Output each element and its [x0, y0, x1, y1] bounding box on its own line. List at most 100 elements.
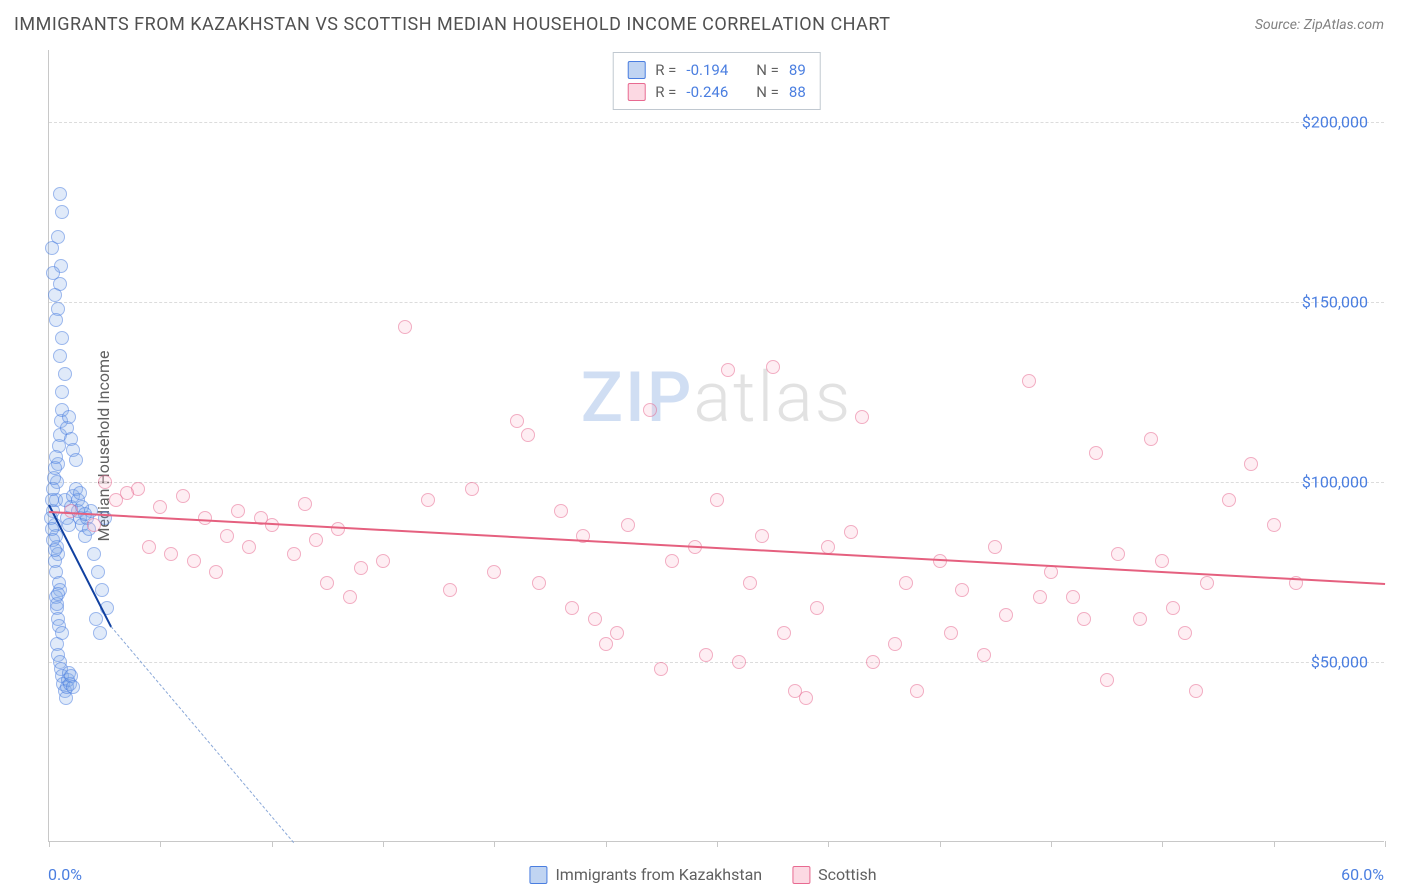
data-point: [588, 612, 602, 626]
data-point: [66, 680, 80, 694]
n-label: N =: [756, 61, 779, 79]
swatch-pink-icon: [792, 866, 810, 884]
data-point: [46, 266, 60, 280]
data-point: [654, 662, 668, 676]
data-point: [53, 187, 67, 201]
data-point: [988, 540, 1002, 554]
x-tick: [383, 841, 384, 847]
data-point: [45, 241, 59, 255]
x-axis-end: 60.0%: [1341, 865, 1384, 884]
x-tick: [828, 841, 829, 847]
data-point: [955, 583, 969, 597]
r-label: R =: [655, 61, 676, 79]
x-tick: [494, 841, 495, 847]
data-point: [64, 504, 78, 518]
data-point: [1200, 576, 1214, 590]
data-point: [866, 655, 880, 669]
legend-label: Immigrants from Kazakhstan: [555, 865, 762, 884]
r-label: R =: [655, 83, 676, 101]
data-point: [48, 288, 62, 302]
data-point: [62, 410, 76, 424]
data-point: [1244, 457, 1258, 471]
correlation-legend: R = -0.194 N = 89 R = -0.246 N = 88: [612, 52, 821, 110]
x-tick: [1385, 841, 1386, 847]
data-point: [153, 500, 167, 514]
n-value: 89: [789, 61, 806, 79]
data-point: [48, 543, 62, 557]
data-point: [732, 655, 746, 669]
n-value: 88: [789, 83, 806, 101]
data-point: [1022, 374, 1036, 388]
data-point: [944, 626, 958, 640]
data-point: [53, 349, 67, 363]
legend-row-scottish: R = -0.246 N = 88: [627, 81, 806, 103]
chart-title: IMMIGRANTS FROM KAZAKHSTAN VS SCOTTISH M…: [14, 14, 891, 35]
data-point: [209, 565, 223, 579]
data-point: [421, 493, 435, 507]
data-point: [1155, 554, 1169, 568]
data-point: [198, 511, 212, 525]
data-point: [710, 493, 724, 507]
data-point: [755, 529, 769, 543]
data-point: [398, 320, 412, 334]
data-point: [69, 453, 83, 467]
data-point: [1133, 612, 1147, 626]
data-point: [51, 587, 65, 601]
data-point: [532, 576, 546, 590]
data-point: [621, 518, 635, 532]
data-point: [95, 583, 109, 597]
x-tick: [1274, 841, 1275, 847]
legend-item-scottish: Scottish: [792, 865, 876, 884]
source-label: Source: ZipAtlas.com: [1255, 17, 1384, 33]
legend-label: Scottish: [818, 865, 876, 884]
gridline: [49, 482, 1384, 483]
data-point: [788, 684, 802, 698]
watermark: ZIPatlas: [581, 357, 853, 439]
data-point: [1033, 590, 1047, 604]
data-point: [49, 450, 63, 464]
data-point: [1111, 547, 1125, 561]
data-point: [1100, 673, 1114, 687]
data-point: [120, 486, 134, 500]
data-point: [521, 428, 535, 442]
data-point: [1077, 612, 1091, 626]
swatch-blue-icon: [627, 61, 645, 79]
data-point: [999, 608, 1013, 622]
data-point: [821, 540, 835, 554]
data-point: [1166, 601, 1180, 615]
data-point: [55, 385, 69, 399]
data-point: [1066, 590, 1080, 604]
data-point: [699, 648, 713, 662]
data-point: [599, 637, 613, 651]
data-point: [87, 547, 101, 561]
n-label: N =: [756, 83, 779, 101]
data-point: [343, 590, 357, 604]
data-point: [164, 547, 178, 561]
swatch-blue-icon: [529, 866, 547, 884]
data-point: [977, 648, 991, 662]
x-tick: [1162, 841, 1163, 847]
data-point: [643, 403, 657, 417]
data-point: [1222, 493, 1236, 507]
data-point: [142, 540, 156, 554]
data-point: [743, 576, 757, 590]
data-point: [665, 554, 679, 568]
r-value: -0.246: [686, 83, 728, 101]
data-point: [354, 561, 368, 575]
data-point: [844, 525, 858, 539]
data-point: [89, 612, 103, 626]
data-point: [87, 518, 101, 532]
data-point: [721, 363, 735, 377]
legend-row-kazakhstan: R = -0.194 N = 89: [627, 59, 806, 81]
x-tick: [49, 841, 50, 847]
data-point: [899, 576, 913, 590]
x-tick: [940, 841, 941, 847]
data-point: [298, 497, 312, 511]
series-legend: Immigrants from Kazakhstan Scottish: [529, 865, 876, 884]
gridline: [49, 122, 1384, 123]
data-point: [777, 626, 791, 640]
x-tick: [272, 841, 273, 847]
legend-item-kazakhstan: Immigrants from Kazakhstan: [529, 865, 762, 884]
data-point: [55, 205, 69, 219]
gridline: [49, 302, 1384, 303]
